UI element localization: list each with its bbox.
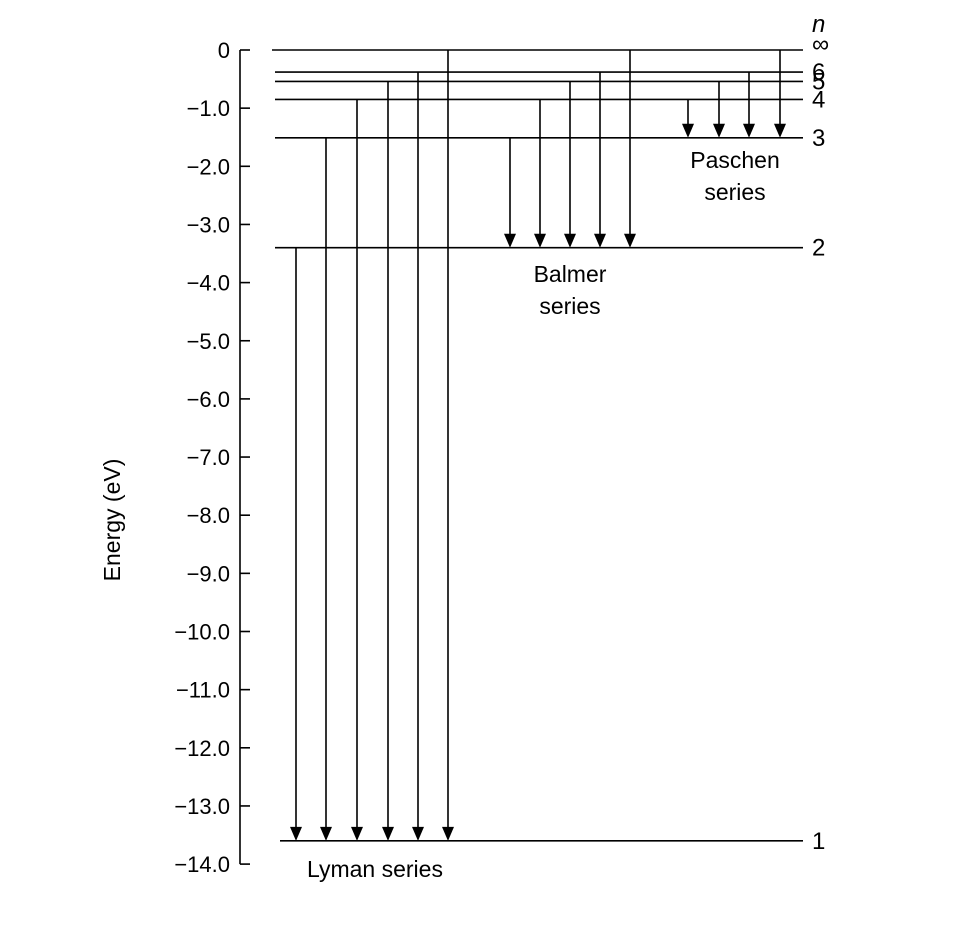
- y-tick-label: −9.0: [187, 561, 230, 586]
- y-tick-label: 0: [218, 38, 230, 63]
- arrow-head: [320, 826, 332, 841]
- y-tick-label: −8.0: [187, 503, 230, 528]
- transition-arrow: [624, 50, 636, 248]
- quantum-number-label: 2: [812, 235, 825, 262]
- transition-arrow: [564, 81, 576, 248]
- series-label: series: [704, 179, 765, 205]
- transition-arrow: [412, 72, 424, 841]
- series-label: Paschen: [690, 147, 780, 173]
- y-tick-label: −10.0: [174, 620, 230, 645]
- transition-arrow: [682, 99, 694, 138]
- arrow-head: [442, 826, 454, 841]
- y-axis-title: Energy (eV): [99, 459, 125, 582]
- y-tick-label: −14.0: [174, 852, 230, 877]
- y-tick-label: −5.0: [187, 329, 230, 354]
- transition-arrow: [774, 50, 786, 138]
- y-tick-label: −4.0: [187, 271, 230, 296]
- series-label: series: [539, 293, 600, 319]
- quantum-number-label: 4: [812, 86, 825, 113]
- arrow-head: [564, 233, 576, 248]
- y-tick-label: −7.0: [187, 445, 230, 470]
- transition-arrow: [290, 247, 302, 841]
- y-tick-label: −11.0: [176, 678, 230, 703]
- arrow-head: [713, 123, 725, 138]
- transition-arrow: [351, 99, 363, 841]
- series-label: Balmer: [534, 261, 607, 287]
- y-tick-label: −13.0: [174, 794, 230, 819]
- arrow-head: [412, 826, 424, 841]
- n-header: n: [812, 11, 825, 38]
- arrow-head: [504, 233, 516, 248]
- arrow-head: [594, 233, 606, 248]
- transition-arrow: [382, 81, 394, 841]
- arrow-head: [682, 123, 694, 138]
- quantum-number-label: 1: [812, 828, 825, 855]
- series-label: Lyman series: [307, 856, 443, 882]
- quantum-number-label: 3: [812, 125, 825, 152]
- y-tick-label: −2.0: [187, 154, 230, 179]
- transition-arrow: [504, 137, 516, 248]
- quantum-number-label: 6: [812, 59, 825, 86]
- y-tick-label: −12.0: [174, 736, 230, 761]
- quantum-number-label: 5: [812, 68, 825, 95]
- arrow-head: [624, 233, 636, 248]
- transition-arrow: [442, 50, 454, 841]
- arrow-head: [382, 826, 394, 841]
- energy-axis: 0 −1.0 −2.0 −3.0 −4.0 −5.0 −6.0 −7.0 −8.0 −9.0 −10…: [99, 38, 250, 877]
- transition-arrow: [534, 99, 546, 248]
- y-tick-label: −1.0: [187, 96, 230, 121]
- arrow-head: [534, 233, 546, 248]
- y-tick-label: −3.0: [187, 212, 230, 237]
- energy-levels: n∞654 3 2 1: [272, 11, 829, 855]
- transition-arrow: [713, 81, 725, 138]
- transition-arrows: [290, 50, 786, 841]
- arrow-head: [351, 826, 363, 841]
- series-labels: Lyman series Balmer series Paschen series: [307, 147, 780, 882]
- arrow-head: [743, 123, 755, 138]
- transition-arrow: [743, 72, 755, 138]
- transition-arrow: [320, 137, 332, 841]
- arrow-head: [774, 123, 786, 138]
- y-tick-label: −6.0: [187, 387, 230, 412]
- quantum-number-label: ∞: [812, 31, 829, 58]
- transition-arrow: [594, 72, 606, 248]
- arrow-head: [290, 826, 302, 841]
